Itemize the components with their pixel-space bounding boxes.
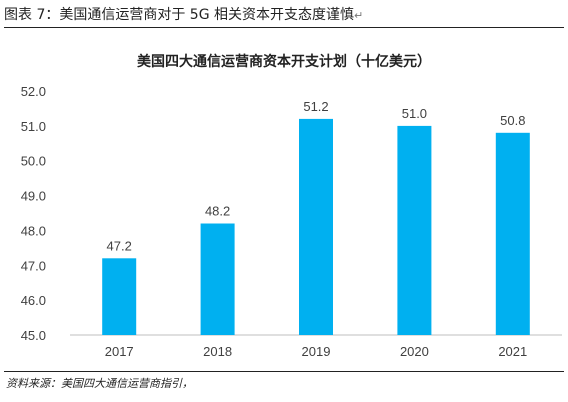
y-tick-47.0: 47.0 [21,258,46,273]
bars-group [102,118,530,336]
value-label-2017: 47.2 [107,238,132,253]
value-label-2018: 48.2 [205,204,230,219]
x-tick-2017: 2017 [105,344,134,359]
bar-2020 [397,125,432,336]
y-tick-52.0: 52.0 [21,84,46,99]
figure-caption-text: 图表 7：美国通信运营商对于 5G 相关资本开支态度谨慎 [4,7,355,23]
value-label-2021: 50.8 [500,113,525,128]
x-tick-2019: 2019 [302,344,331,359]
x-tick-2021: 2021 [498,344,527,359]
y-tick-49.0: 49.0 [21,189,46,204]
chart-title: 美国四大通信运营商资本开支计划（十亿美元） [137,53,431,70]
source-note: 资料来源：美国四大通信运营商指引， [6,377,193,390]
bar-chart: 美国四大通信运营商资本开支计划（十亿美元） 47.2 48.2 51.2 51.0 50… [21,53,562,359]
figure-caption: 图表 7：美国通信运营商对于 5G 相关资本开支态度谨慎↵ [4,4,564,26]
bar-2021 [495,132,530,335]
bar-2019 [299,118,333,336]
x-tick-2020: 2020 [400,344,429,359]
y-tick-45.0: 45.0 [21,328,46,343]
x-tick-2018: 2018 [203,344,232,359]
source-divider [4,371,564,372]
value-label-2020: 51.0 [402,106,427,121]
bar-2017 [102,258,137,335]
y-tick-51.0: 51.0 [21,119,46,134]
y-tick-50.0: 50.0 [21,154,46,169]
bar-2018 [200,223,235,335]
y-ticks-group: 45.0 46.0 47.0 48.0 49.0 50.0 51.0 52.0 [21,84,46,343]
caption-divider [4,27,564,28]
y-tick-48.0: 48.0 [21,223,46,238]
y-tick-46.0: 46.0 [21,293,46,308]
value-labels-group: 47.2 48.2 51.2 51.0 50.8 [107,99,526,253]
chart-container: 美国四大通信运营商资本开支计划（十亿美元） 47.2 48.2 51.2 51.0 50… [0,28,568,371]
value-label-2019: 51.2 [303,99,328,114]
x-ticks-group: 2017 2018 2019 2020 2021 [105,344,528,359]
paragraph-mark-icon: ↵ [354,9,364,22]
